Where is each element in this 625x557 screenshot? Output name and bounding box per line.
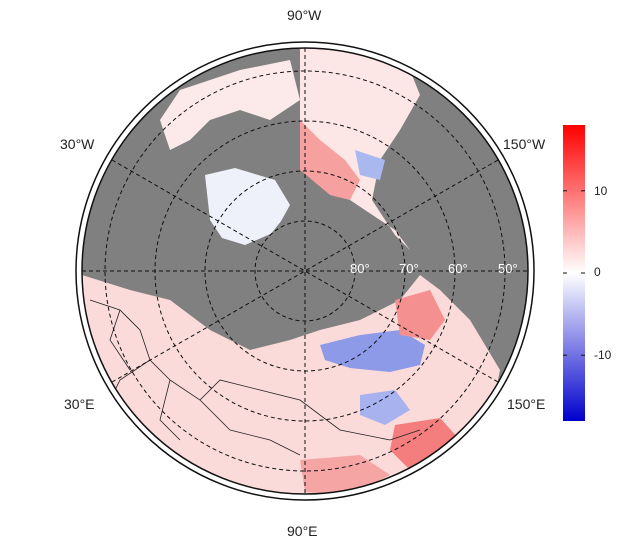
lat-label-70: 70° — [399, 261, 419, 276]
lon-label-top: 90°W — [287, 7, 322, 23]
colorbar-ticks — [563, 190, 585, 356]
lon-label-upper-left: 30°W — [60, 136, 95, 152]
siberia-cool-patch — [320, 330, 425, 372]
lon-label-upper-right: 150°W — [503, 136, 546, 152]
lat-label-80: 80° — [350, 261, 370, 276]
map-inner-frame — [81, 47, 529, 495]
map-outer-frame — [75, 41, 535, 501]
lat-label-60: 60° — [448, 261, 468, 276]
lat-label-50: 50° — [498, 261, 518, 276]
atlantic-anomaly-field — [160, 60, 300, 150]
greenland-ice — [205, 168, 290, 245]
lon-label-lower-right: 150°E — [507, 396, 546, 412]
colorbar-label-0: 0 — [594, 265, 601, 279]
beaufort-cool-patch — [355, 150, 385, 180]
lon-label-bottom: 90°E — [287, 523, 318, 539]
arctic-ocean — [240, 170, 405, 325]
lon-label-lower-left: 30°E — [64, 396, 95, 412]
colorbar-label-10: 10 — [594, 184, 608, 198]
colorbar — [563, 125, 585, 421]
beaufort-warm-patch — [300, 120, 360, 200]
siberia-warm-patch — [395, 290, 445, 340]
east-siberia-cool-patch — [360, 390, 410, 425]
longitude-gridlines — [82, 48, 528, 494]
pacific-anomaly-field — [300, 48, 420, 250]
colorbar-label-neg10: -10 — [594, 348, 612, 362]
